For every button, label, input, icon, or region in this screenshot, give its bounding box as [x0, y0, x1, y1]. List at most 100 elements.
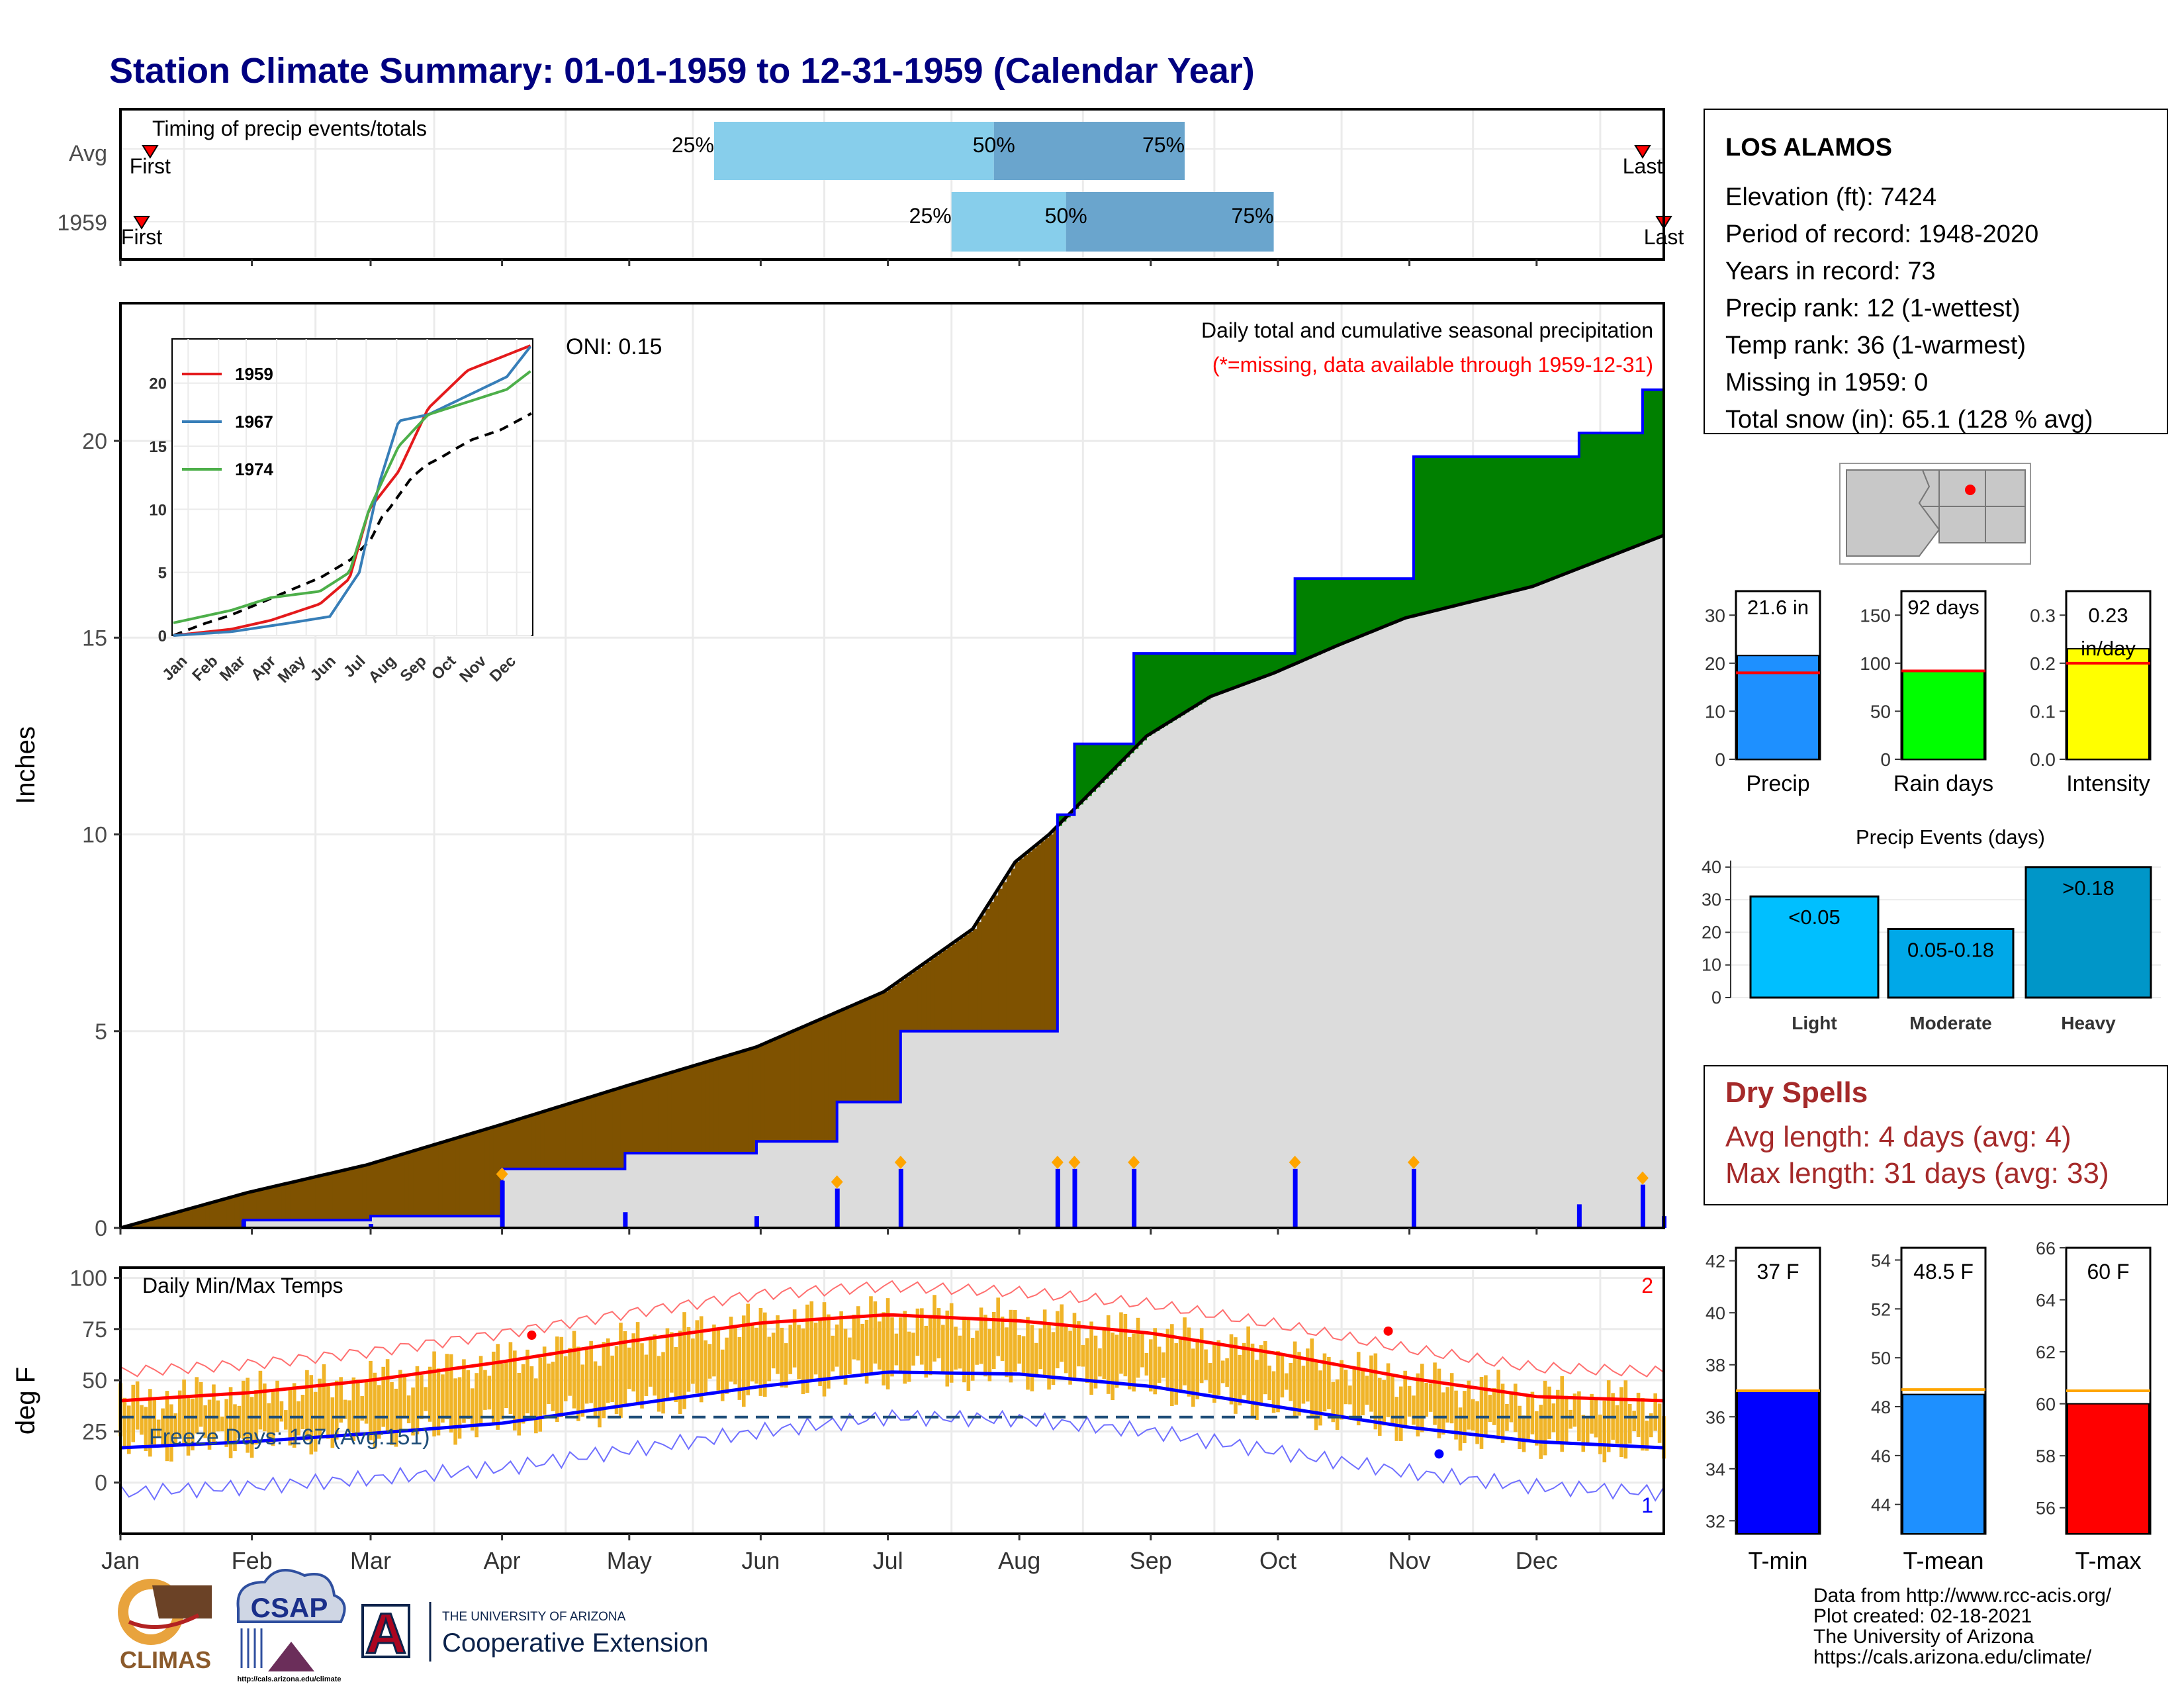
record-low-envelope [120, 1409, 1664, 1502]
daily-temp-bar [903, 1311, 907, 1384]
daily-temp-bar [292, 1383, 296, 1448]
above-normal-fill [1142, 653, 1147, 741]
below-normal-fill [311, 1178, 316, 1221]
daily-temp-bar [1068, 1331, 1072, 1385]
daily-temp-bar [1572, 1393, 1577, 1427]
month-label: Nov [1388, 1547, 1431, 1574]
above-normal-fill [1278, 653, 1283, 672]
below-normal-fill [930, 959, 935, 1031]
precip-ytick-label: 5 [95, 1019, 107, 1045]
below-normal-fill [697, 1064, 702, 1154]
below-normal-fill [442, 1142, 447, 1217]
dry-spells-box: Dry Spells Avg length: 4 days (avg: 4) M… [1704, 1065, 2168, 1205]
event-bar [1749, 895, 1880, 999]
daily-temp-bar [144, 1407, 148, 1452]
daily-temp-bar [1488, 1395, 1492, 1423]
station-line: Years in record: 73 [1725, 258, 1936, 285]
first-event-label: First [121, 225, 162, 249]
daily-temp-bar [1276, 1351, 1280, 1413]
below-normal-fill [884, 992, 889, 1102]
temp-bar-tick-label: 66 [2036, 1239, 2056, 1258]
daily-precip-bar [1412, 1168, 1417, 1228]
daily-temp-bar [635, 1322, 640, 1405]
below-normal-fill [349, 1168, 354, 1221]
daily-temp-bar [1060, 1304, 1064, 1362]
below-normal-fill [849, 1006, 854, 1102]
below-normal-fill [824, 1017, 829, 1142]
daily-temp-bar [631, 1333, 635, 1391]
daily-temp-bar [1386, 1363, 1390, 1417]
daily-precip-bar [1640, 1184, 1645, 1228]
daily-temp-bar [420, 1375, 424, 1419]
daily-temp-bar [987, 1329, 992, 1382]
below-normal-fill [837, 1011, 842, 1102]
daily-temp-bar [839, 1311, 843, 1378]
station-info-box: LOS ALAMOS Elevation (ft): 7424 Period o… [1704, 109, 2168, 434]
below-normal-fill [527, 1116, 533, 1169]
below-normal-fill [463, 1135, 469, 1217]
daily-precip-bar [1055, 1168, 1060, 1228]
daily-temp-bar [1653, 1393, 1657, 1431]
below-normal-fill [896, 982, 901, 1102]
below-normal-fill [646, 1080, 651, 1154]
daily-temp-bar [1322, 1353, 1327, 1412]
daily-temp-bar [1144, 1353, 1149, 1376]
above-normal-fill [1248, 653, 1253, 683]
heavy-day-marker [1408, 1155, 1420, 1169]
precip-ytick-label: 10 [82, 823, 107, 848]
temp-bar-tick-label: 58 [2036, 1446, 2056, 1466]
daily-temp-bar [1564, 1395, 1569, 1444]
heavy-day-marker [894, 1155, 907, 1169]
inset-series-line [173, 346, 532, 637]
daily-temp-bar [877, 1321, 882, 1370]
daily-temp-bar [983, 1315, 987, 1377]
daily-temp-bar [1539, 1405, 1543, 1459]
stat-bar [1737, 655, 1819, 761]
daily-temp-bar [500, 1363, 504, 1420]
above-normal-fill [1320, 579, 1326, 653]
daily-temp-bar [699, 1316, 704, 1403]
below-normal-fill [383, 1160, 388, 1217]
above-normal-fill [1604, 433, 1610, 559]
daily-temp-bar [1471, 1399, 1475, 1431]
month-label: Sep [1130, 1547, 1172, 1574]
above-normal-fill [1282, 653, 1287, 670]
daily-temp-bar [1420, 1364, 1424, 1432]
stat-bar-label: Rain days [1893, 771, 1993, 796]
below-normal-fill [163, 1216, 168, 1228]
below-normal-fill [531, 1115, 537, 1169]
above-normal-fill [1456, 456, 1461, 606]
daily-temp-bar [1123, 1313, 1128, 1377]
below-normal-fill [799, 1028, 804, 1142]
below-normal-fill [426, 1147, 431, 1217]
daily-temp-bar [322, 1364, 326, 1429]
month-label: Aug [998, 1547, 1040, 1574]
daily-temp-bar [551, 1362, 555, 1411]
daily-temp-bar [445, 1354, 449, 1419]
daily-temp-bar [351, 1377, 356, 1441]
below-normal-fill [905, 976, 910, 1031]
daily-temp-bar [339, 1377, 343, 1423]
below-normal-fill [234, 1196, 240, 1228]
timing-p25-label: 25% [909, 204, 952, 228]
last-event-marker [1634, 145, 1651, 159]
daily-temp-bar [584, 1350, 589, 1404]
above-normal-fill [1527, 456, 1533, 588]
daily-temp-bar [1551, 1403, 1556, 1432]
daily-temp-bar [1149, 1339, 1153, 1392]
station-line: Elevation (ft): 7424 [1725, 183, 1936, 211]
above-normal-fill [1460, 456, 1465, 604]
temp-bar-tick-label: 56 [2036, 1499, 2056, 1519]
below-normal-fill [1015, 862, 1020, 1031]
daily-temp-bar [1026, 1317, 1030, 1390]
daily-temp-bar [818, 1320, 822, 1386]
daily-temp-bar [945, 1310, 950, 1387]
inset-legend-label: 1959 [235, 364, 273, 384]
daily-temp-bar [843, 1329, 848, 1385]
below-normal-fill [612, 1090, 617, 1169]
precip-panel-title: Daily total and cumulative seasonal prec… [1201, 318, 1653, 342]
daily-temp-bar [848, 1337, 852, 1375]
daily-temp-bar [653, 1334, 657, 1396]
daily-temp-bar [627, 1347, 631, 1389]
